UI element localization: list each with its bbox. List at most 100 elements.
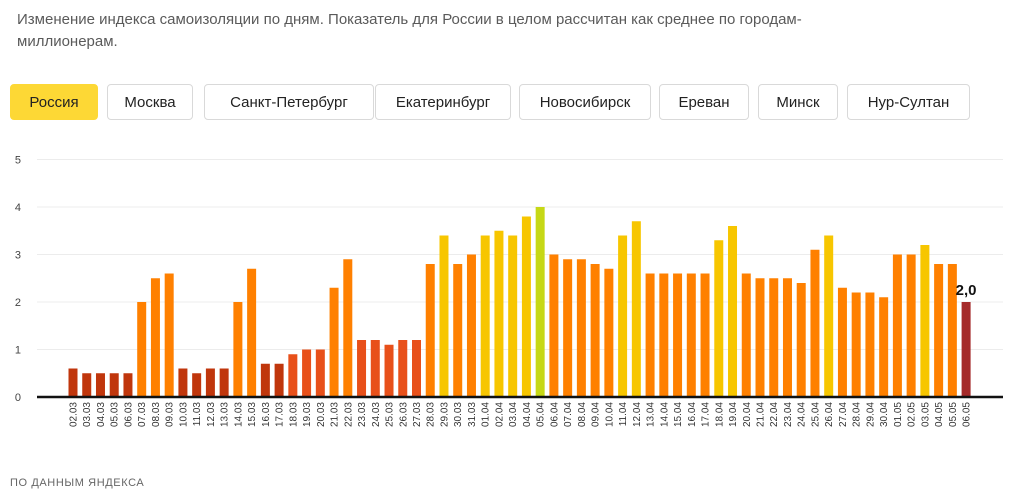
x-tick-label: 20.03 [316, 402, 327, 427]
tab-russia[interactable]: Россия [10, 84, 98, 120]
bar [109, 373, 119, 397]
x-tick-label: 04.04 [522, 402, 533, 427]
x-tick-label: 01.04 [481, 402, 492, 427]
x-tick-label: 11.03 [192, 402, 203, 427]
y-tick-label: 3 [15, 250, 21, 262]
bar [343, 259, 353, 397]
x-tick-label: 28.03 [426, 402, 437, 427]
x-tick-label: 21.03 [330, 402, 341, 427]
bar [645, 273, 655, 397]
x-tick-label: 30.03 [453, 402, 464, 427]
x-tick-label: 13.04 [646, 402, 657, 427]
x-tick-label: 05.04 [536, 402, 547, 427]
x-tick-label: 03.03 [82, 402, 93, 427]
y-tick-label: 4 [15, 202, 21, 214]
x-tick-label: 29.04 [865, 402, 876, 427]
x-tick-label: 18.03 [288, 402, 299, 427]
x-tick-label: 06.05 [962, 402, 973, 427]
bar [851, 292, 861, 397]
bar [480, 235, 490, 397]
chart-subtitle: Изменение индекса самоизоляции по дням. … [17, 11, 802, 50]
bar [466, 254, 476, 397]
y-tick-label: 1 [15, 345, 21, 357]
bar [535, 207, 545, 397]
x-tick-label: 20.04 [742, 402, 753, 427]
bar [384, 344, 394, 397]
bar [906, 254, 916, 397]
bar [892, 254, 902, 397]
source-label: ПО ДАННЫМ ЯНДЕКСА [10, 477, 145, 489]
bar [947, 264, 957, 397]
bar [920, 245, 930, 397]
bar [329, 287, 339, 397]
tab-yerevan[interactable]: Ереван [659, 84, 749, 120]
x-tick-label: 15.03 [247, 402, 258, 427]
bar [590, 264, 600, 397]
bar [439, 235, 449, 397]
x-tick-label: 26.03 [398, 402, 409, 427]
bar [521, 216, 531, 397]
bar [453, 264, 463, 397]
bar [357, 340, 367, 397]
tab-nur-sultan[interactable]: Нур-Султан [847, 84, 970, 120]
x-tick-label: 07.04 [563, 402, 574, 427]
bar [178, 368, 188, 397]
tab-saint-petersburg[interactable]: Санкт-Петербург [204, 84, 374, 120]
x-tick-label: 09.04 [591, 402, 602, 427]
bar [728, 226, 738, 397]
x-tick-label: 17.04 [701, 402, 712, 427]
x-tick-label: 15.04 [673, 402, 684, 427]
x-tick-label: 29.03 [439, 402, 450, 427]
x-tick-label: 14.04 [659, 402, 670, 427]
bar [741, 273, 751, 397]
bar [137, 302, 147, 397]
bar [563, 259, 573, 397]
x-tick-label: 24.03 [371, 402, 382, 427]
x-tick-label: 16.04 [687, 402, 698, 427]
x-tick-label: 04.05 [934, 402, 945, 427]
bar [150, 278, 160, 397]
bar [659, 273, 669, 397]
bar [576, 259, 586, 397]
x-tick-label: 27.03 [412, 402, 423, 427]
bar [233, 302, 243, 397]
tab-yekaterinburg[interactable]: Екатеринбург [375, 84, 511, 120]
bar [837, 287, 847, 397]
bar [879, 297, 889, 397]
x-tick-label: 12.04 [632, 402, 643, 427]
bar [302, 349, 312, 397]
bar [494, 230, 504, 397]
x-tick-label: 05.03 [110, 402, 121, 427]
bar [810, 249, 820, 397]
tab-moscow[interactable]: Москва [107, 84, 193, 120]
x-tick-label: 10.04 [604, 402, 615, 427]
bar [247, 268, 257, 397]
bar [315, 349, 325, 397]
bar [95, 373, 105, 397]
bar [123, 373, 133, 397]
bar [824, 235, 834, 397]
y-tick-label: 5 [15, 155, 21, 167]
x-tick-label: 24.04 [797, 402, 808, 427]
x-tick-label: 12.03 [206, 402, 217, 427]
x-tick-label: 14.03 [233, 402, 244, 427]
tab-minsk[interactable]: Минск [758, 84, 838, 120]
x-tick-label: 11.04 [618, 402, 629, 427]
x-tick-label: 18.04 [714, 402, 725, 427]
bar [961, 302, 971, 397]
x-tick-label: 26.04 [824, 402, 835, 427]
bar [549, 254, 559, 397]
x-tick-label: 23.03 [357, 402, 368, 427]
x-tick-label: 13.03 [220, 402, 231, 427]
bar [934, 264, 944, 397]
bar [398, 340, 408, 397]
bar [164, 273, 174, 397]
tab-novosibirsk[interactable]: Новосибирск [519, 84, 651, 120]
bar [618, 235, 628, 397]
x-tick-label: 04.03 [96, 402, 107, 427]
bar [205, 368, 215, 397]
bar [68, 368, 78, 397]
bar [782, 278, 792, 397]
x-tick-label: 30.04 [879, 402, 890, 427]
